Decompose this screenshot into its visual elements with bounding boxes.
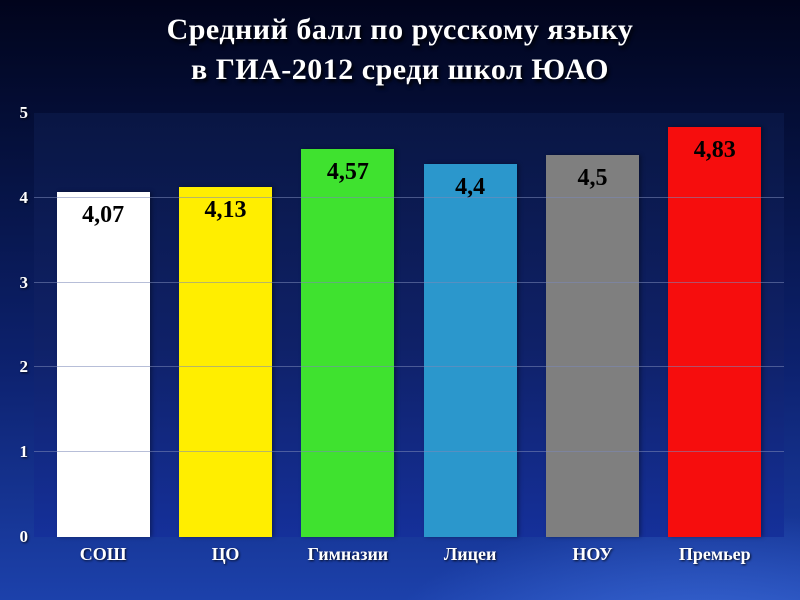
bar-slot-1: 4,13 [164, 113, 286, 537]
bar-0: 4,07 [56, 191, 150, 537]
gridline-4 [34, 196, 784, 198]
plot-area: 4,07 4,13 4,57 4,4 4,5 4,83 [34, 113, 784, 537]
bar-value-label-3: 4,4 [455, 173, 486, 200]
gridline-2 [34, 366, 784, 368]
bar-4: 4,5 [545, 155, 639, 537]
x-category-label-3: Лицеи [443, 544, 497, 564]
y-tick-3: 3 [19, 272, 29, 292]
bar-3: 4,4 [423, 163, 517, 537]
y-tick-0: 0 [19, 527, 29, 546]
x-category-label-1: ЦО [211, 544, 240, 564]
bar-slot-3: 4,4 [409, 113, 531, 537]
chart-title: Средний балл по русскому языку в ГИА-201… [0, 10, 800, 90]
bar-value-label-1: 4,13 [204, 196, 247, 223]
y-axis: 0 1 2 3 4 5 [6, 103, 30, 546]
x-category-label-5: Премьер [678, 544, 751, 564]
bar-1: 4,13 [179, 186, 272, 537]
bar-slot-5: 4,83 [654, 113, 776, 537]
gridline-1 [34, 451, 784, 453]
chart-title-line1: Средний балл по русскому языку [166, 13, 634, 46]
y-tick-4: 4 [19, 187, 29, 207]
bar-slot-0: 4,07 [42, 113, 164, 537]
x-axis-labels: СОШ ЦО Гимназии Лицеи НОУ Премьер [34, 544, 784, 570]
chart-title-line2: в ГИА-2012 среди школ ЮАО [191, 53, 609, 86]
x-category-label-2: Гимназии [307, 544, 389, 564]
gridline-3 [34, 281, 784, 283]
bar-slot-2: 4,57 [287, 113, 409, 537]
bars: 4,07 4,13 4,57 4,4 4,5 4,83 [34, 113, 784, 537]
bar-2: 4,57 [301, 149, 395, 537]
bar-value-label-0: 4,07 [82, 201, 125, 228]
bar-value-label-5: 4,83 [693, 137, 736, 164]
y-tick-2: 2 [19, 357, 29, 377]
bar-value-label-4: 4,5 [577, 165, 608, 192]
bar-value-label-2: 4,57 [326, 159, 369, 186]
x-category-label-0: СОШ [79, 544, 127, 564]
bar-slot-4: 4,5 [531, 113, 653, 537]
bar-5: 4,83 [668, 127, 762, 537]
x-category-label-4: НОУ [572, 544, 613, 564]
y-tick-1: 1 [19, 442, 29, 462]
y-tick-5: 5 [19, 103, 29, 122]
